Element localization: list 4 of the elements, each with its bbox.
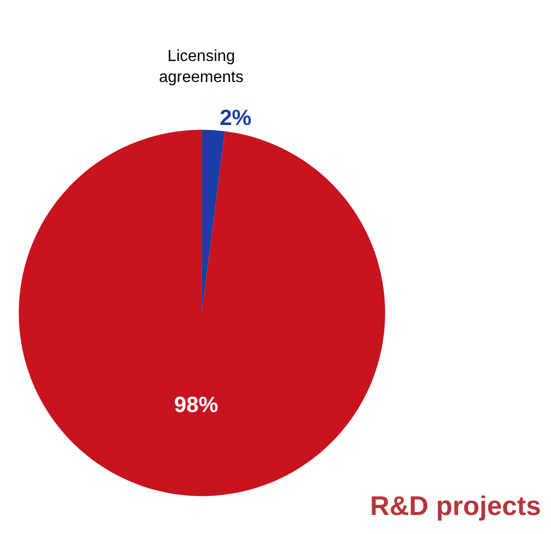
slice-label: Licensing agreements bbox=[159, 48, 244, 86]
data-label: 98% bbox=[174, 392, 218, 417]
slice-label: R&D projects bbox=[370, 491, 542, 521]
data-label: 2% bbox=[220, 105, 252, 130]
